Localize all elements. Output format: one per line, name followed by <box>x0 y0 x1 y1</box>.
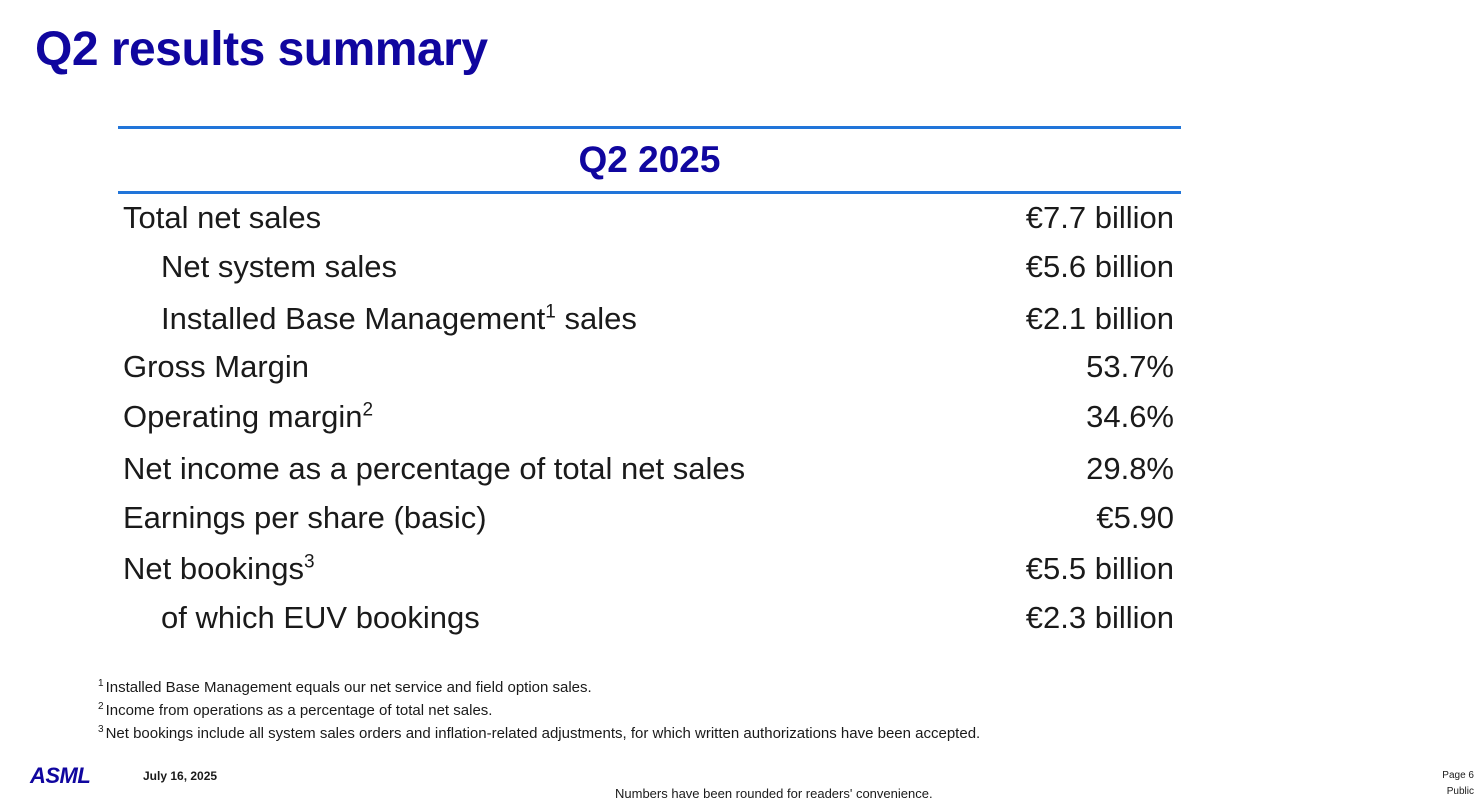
footnote-2: 2 Income from operations as a percentage … <box>98 701 493 720</box>
page-title: Q2 results summary <box>35 23 488 76</box>
row-operating-margin: Operating margin2 34.6% <box>118 399 1174 435</box>
top-rule <box>118 126 1181 129</box>
footnote-ref: 3 <box>303 551 315 573</box>
footnote-1: 1 Installed Base Management equals our ne… <box>98 678 592 697</box>
row-value: 29.8% <box>1086 451 1174 486</box>
results-table-header: Q2 2025 <box>118 126 1181 194</box>
row-value: €5.6 billion <box>1025 249 1174 284</box>
header-rule <box>118 191 1181 194</box>
row-label: Earnings per share (basic) <box>123 500 487 535</box>
row-total-net-sales: Total net sales €7.7 billion <box>118 200 1174 236</box>
classification-label: Public <box>1446 786 1474 797</box>
row-label: Gross Margin <box>123 349 310 384</box>
footnotes: 1 Installed Base Management equals our ne… <box>98 678 980 747</box>
page-number: Page 6 <box>1442 770 1474 781</box>
row-value: €2.1 billion <box>1025 301 1174 336</box>
footnote-ref: 2 <box>362 399 374 421</box>
row-label: Installed Base Management1 sales <box>161 301 637 336</box>
row-euv-bookings: of which EUV bookings €2.3 billion <box>118 600 1174 636</box>
row-value: €5.5 billion <box>1025 551 1174 586</box>
footnote-3: 3 Net bookings include all system sales o… <box>98 724 981 743</box>
column-header: Q2 2025 <box>578 139 721 180</box>
row-net-income-pct: Net income as a percentage of total net … <box>118 451 1174 487</box>
row-label: Total net sales <box>123 200 322 235</box>
row-value: €7.7 billion <box>1025 200 1174 235</box>
row-value: 34.6% <box>1086 399 1174 434</box>
rounding-note: Numbers have been rounded for readers' c… <box>615 786 933 801</box>
row-eps-basic: Earnings per share (basic) €5.90 <box>118 500 1174 536</box>
row-label: Operating margin2 <box>123 399 374 434</box>
row-label: of which EUV bookings <box>161 600 480 635</box>
row-label: Net bookings3 <box>123 551 315 586</box>
row-label: Net system sales <box>161 249 398 284</box>
row-label: Net income as a percentage of total net … <box>123 451 746 486</box>
footer-date: July 16, 2025 <box>143 769 218 783</box>
row-gross-margin: Gross Margin 53.7% <box>118 349 1174 385</box>
asml-logo: ASML <box>30 763 91 788</box>
row-net-bookings: Net bookings3 €5.5 billion <box>118 551 1174 587</box>
row-installed-base-management: Installed Base Management1 sales €2.1 bi… <box>118 301 1174 337</box>
row-value: 53.7% <box>1086 349 1174 384</box>
row-net-system-sales: Net system sales €5.6 billion <box>118 249 1174 285</box>
footnote-ref: 1 <box>545 301 556 323</box>
row-value: €2.3 billion <box>1025 600 1174 635</box>
row-value: €5.90 <box>1096 500 1174 535</box>
